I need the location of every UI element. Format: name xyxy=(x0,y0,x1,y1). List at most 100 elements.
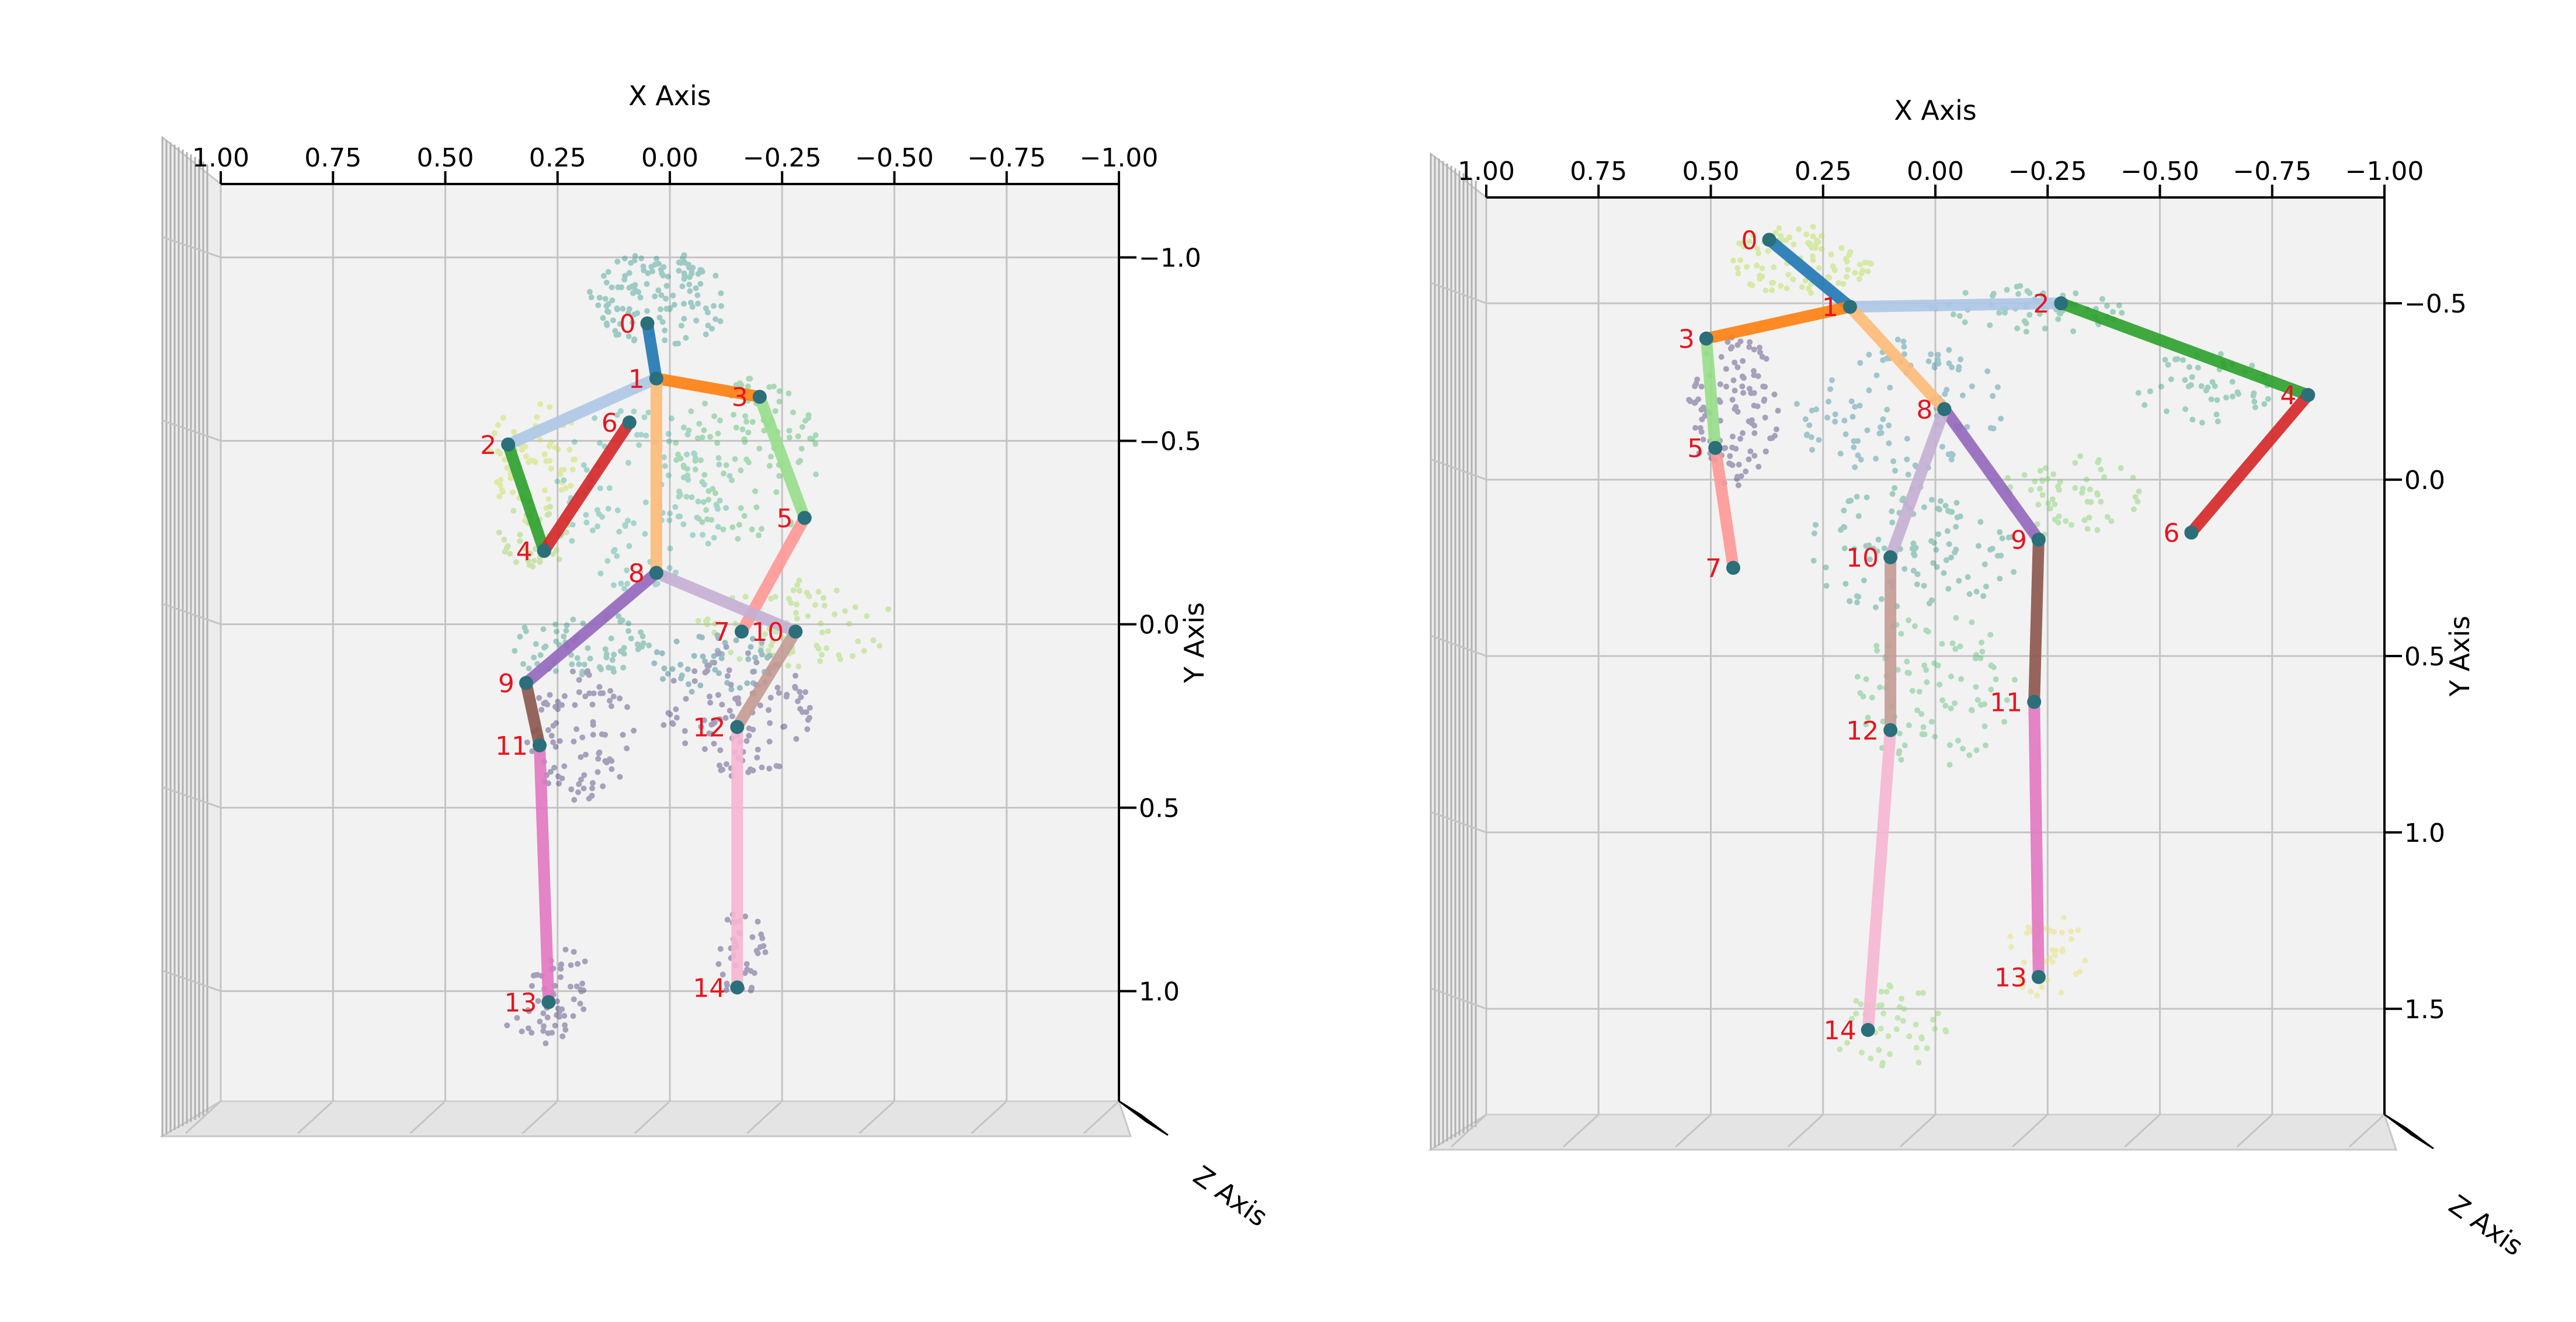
cloud-point xyxy=(1863,543,1869,549)
cloud-point xyxy=(1880,416,1886,422)
cloud-point xyxy=(1721,445,1727,452)
cloud-point xyxy=(527,550,534,557)
cloud-point xyxy=(686,281,693,287)
cloud-point xyxy=(1845,498,1852,505)
x-tick-label: −0.25 xyxy=(2008,157,2087,186)
cloud-point xyxy=(722,640,728,646)
cloud-point xyxy=(1935,352,1941,358)
floor-gridline xyxy=(297,1100,334,1134)
cloud-point xyxy=(607,688,614,694)
cloud-point xyxy=(555,699,561,705)
cloud-point xyxy=(749,419,756,425)
cloud-point xyxy=(576,676,582,683)
cloud-point xyxy=(2052,501,2058,508)
cloud-point xyxy=(1906,617,1912,623)
cloud-point xyxy=(621,255,628,262)
cloud-point xyxy=(1863,721,1869,727)
cloud-point xyxy=(555,706,561,713)
cloud-point xyxy=(625,310,631,317)
cloud-point xyxy=(652,581,659,588)
bone-1-8 xyxy=(1844,301,1951,415)
joint-label: 5 xyxy=(1687,434,1704,464)
cloud-point xyxy=(684,451,690,457)
cloud-point xyxy=(724,673,731,679)
cloud-point xyxy=(766,707,772,713)
cloud-point xyxy=(1920,990,1926,996)
cloud-point xyxy=(812,602,818,608)
cloud-point xyxy=(1877,424,1883,431)
cloud-point xyxy=(1784,285,1790,292)
cloud-point xyxy=(701,427,707,433)
cloud-point xyxy=(1873,372,1880,379)
cloud-point xyxy=(529,1029,535,1036)
joint-point xyxy=(649,371,663,386)
x-tick-label: −1.00 xyxy=(1080,143,1159,173)
cloud-point xyxy=(564,622,570,629)
cloud-point xyxy=(1845,266,1851,273)
cloud-point xyxy=(1852,464,1858,470)
z-tick-mark xyxy=(1144,1119,1169,1136)
cloud-point xyxy=(550,723,557,729)
bone-1-3 xyxy=(650,372,766,403)
cloud-point xyxy=(2195,365,2201,371)
cloud-point xyxy=(604,322,610,328)
cloud-point xyxy=(1946,360,1952,366)
cloud-point xyxy=(1733,446,1739,452)
cloud-point xyxy=(837,656,843,662)
cloud-point xyxy=(2198,383,2205,390)
cloud-point xyxy=(1894,667,1901,673)
cloud-point xyxy=(721,470,727,477)
cloud-point xyxy=(613,332,620,338)
cloud-point xyxy=(2058,990,2064,996)
cloud-point xyxy=(562,946,569,953)
cloud-point xyxy=(2189,417,2196,423)
cloud-point xyxy=(1718,353,1725,360)
cloud-point xyxy=(799,424,805,430)
cloud-point xyxy=(2009,534,2015,540)
cloud-point xyxy=(1914,581,1920,588)
cloud-point xyxy=(1957,643,1963,650)
cloud-point xyxy=(2043,958,2050,964)
cloud-point xyxy=(1935,531,1942,537)
joint-label: 7 xyxy=(714,617,730,647)
cloud-point xyxy=(1878,988,1885,995)
cloud-point xyxy=(2096,457,2102,463)
cloud-point xyxy=(2026,290,2033,296)
cloud-point xyxy=(1748,417,1755,424)
cloud-point xyxy=(583,467,590,473)
bone-2-4 xyxy=(502,438,550,557)
cloud-point xyxy=(2050,471,2057,477)
cloud-point xyxy=(2047,505,2053,512)
cloud-point xyxy=(1743,263,1750,270)
cloud-point xyxy=(1910,567,1917,574)
cloud-point xyxy=(677,675,684,682)
cloud-point xyxy=(1952,646,1959,652)
cloud-point xyxy=(1729,462,1736,469)
cloud-point xyxy=(776,690,782,696)
cloud-point xyxy=(626,270,632,276)
cloud-point xyxy=(809,436,816,442)
cloud-point xyxy=(1999,535,2005,542)
cloud-point xyxy=(2217,351,2224,358)
cloud-point xyxy=(1942,1027,1949,1033)
cloud-point xyxy=(1931,660,1938,667)
cloud-point xyxy=(2162,356,2168,363)
cloud-point xyxy=(722,715,729,721)
cloud-point xyxy=(814,643,820,649)
cloud-point xyxy=(696,515,702,522)
cloud-point xyxy=(582,958,588,964)
cloud-point xyxy=(1858,1049,1865,1056)
cloud-point xyxy=(1848,398,1855,404)
cloud-point xyxy=(1896,1004,1903,1010)
x-tick-label: −1.00 xyxy=(2345,157,2424,186)
cloud-point xyxy=(1843,581,1849,587)
cloud-point xyxy=(1726,460,1732,467)
cloud-point xyxy=(783,693,790,700)
side-gridline xyxy=(1430,282,1487,304)
bone-3-5 xyxy=(1700,332,1722,454)
cloud-point xyxy=(665,472,672,478)
cloud-point xyxy=(1740,375,1747,381)
cloud-point xyxy=(1939,641,1945,647)
cloud-point xyxy=(1856,276,1862,282)
cloud-point xyxy=(1772,230,1779,236)
